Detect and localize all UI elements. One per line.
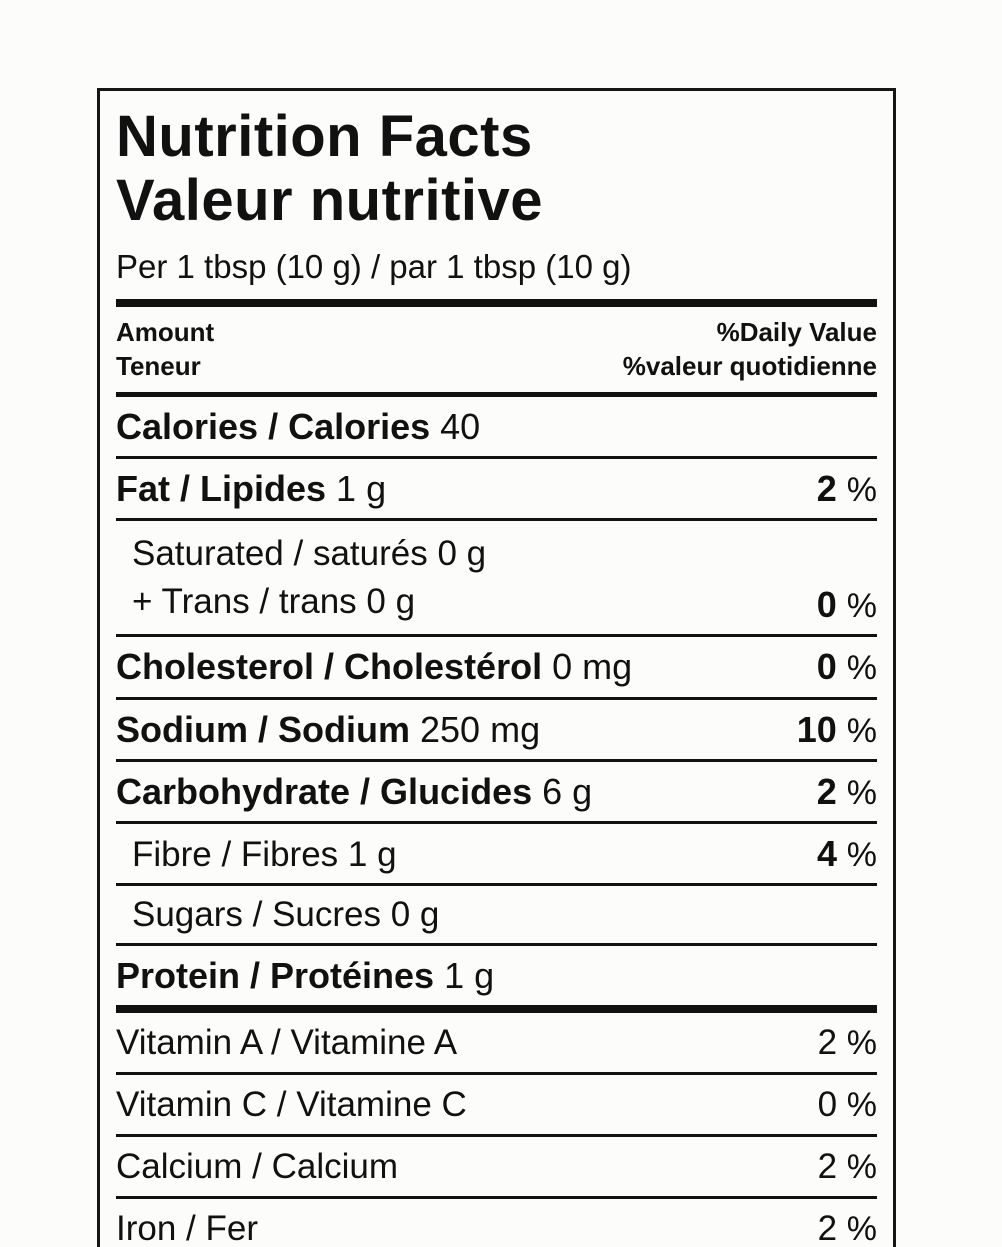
- nutrition-facts-label: Nutrition Facts Valeur nutritive Per 1 t…: [97, 88, 896, 1247]
- saturated-label: Saturated / saturés: [132, 533, 428, 573]
- sugars-label: Sugars / Sucres: [132, 895, 381, 934]
- percent-sign: %: [846, 1148, 877, 1187]
- saturated-line: Saturated / saturés 0 g: [132, 530, 486, 578]
- carbohydrate-text: Carbohydrate / Glucides 6 g: [116, 771, 592, 812]
- divider-medium-header: [116, 392, 877, 398]
- iron-label: Iron / Fer: [116, 1209, 258, 1247]
- cholesterol-label: Cholesterol / Cholestérol: [116, 646, 543, 688]
- amount-header-en: Amount: [116, 316, 215, 347]
- percent-sign: %: [846, 470, 877, 509]
- sugars-text: Sugars / Sucres 0 g: [116, 895, 439, 935]
- row-protein: Protein / Protéines 1 g: [116, 946, 877, 1004]
- fibre-text: Fibre / Fibres 1 g: [116, 835, 397, 875]
- protein-text: Protein / Protéines 1 g: [116, 955, 494, 996]
- row-calories: Calories / Calories 40: [116, 397, 877, 459]
- percent-sign: %: [846, 773, 877, 812]
- label-title-fr: Valeur nutritive: [116, 167, 544, 233]
- row-cholesterol: Cholesterol / Cholestérol 0 mg 0 %: [116, 637, 877, 700]
- carbohydrate-daily-value: 2 %: [816, 770, 877, 812]
- vitamin-a-label: Vitamin A / Vitamine A: [116, 1022, 458, 1062]
- carbohydrate-amount: 6 g: [542, 770, 593, 812]
- row-fat: Fat / Lipides 1 g 2 %: [116, 459, 877, 521]
- fat-label: Fat / Lipides: [116, 467, 327, 509]
- amount-header-fr: Teneur: [116, 350, 201, 381]
- fat-amount: 1 g: [336, 467, 387, 509]
- calories-value: 40: [440, 406, 481, 448]
- trans-label: + Trans / trans: [132, 582, 357, 622]
- trans-line: + Trans / trans 0 g: [132, 578, 486, 626]
- fibre-amount: 1 g: [347, 834, 397, 874]
- carbohydrate-label: Carbohydrate / Glucides: [116, 770, 533, 812]
- saturated-trans-daily-value: 0 %: [816, 584, 877, 626]
- percent-sign: %: [846, 649, 877, 688]
- cholesterol-text: Cholesterol / Cholestérol 0 mg: [116, 646, 632, 687]
- divider-thick-top: [116, 298, 877, 307]
- trans-amount: 0 g: [366, 582, 416, 622]
- calcium-daily-value: 2 %: [817, 1147, 877, 1187]
- percent-sign: %: [846, 1023, 877, 1062]
- calcium-label: Calcium / Calcium: [116, 1147, 398, 1187]
- fibre-label: Fibre / Fibres: [132, 834, 339, 874]
- row-fibre: Fibre / Fibres 1 g 4 %: [116, 824, 877, 886]
- protein-amount: 1 g: [444, 955, 495, 997]
- row-vitamin-c: Vitamin C / Vitamine C 0 %: [116, 1075, 877, 1138]
- sodium-text: Sodium / Sodium 250 mg: [116, 709, 540, 750]
- row-calcium: Calcium / Calcium 2 %: [116, 1137, 877, 1200]
- cholesterol-amount: 0 mg: [552, 646, 633, 688]
- row-sodium: Sodium / Sodium 250 mg 10 %: [116, 700, 877, 762]
- percent-sign: %: [846, 1085, 877, 1124]
- vitamin-c-daily-value: 0 %: [817, 1084, 877, 1124]
- saturated-trans-text: Saturated / saturés 0 g + Trans / trans …: [116, 530, 486, 627]
- percent-sign: %: [846, 587, 877, 626]
- fat-text: Fat / Lipides 1 g: [116, 468, 386, 509]
- daily-value-header: %Daily Value %valeur quotidienne: [623, 316, 877, 384]
- daily-value-header-fr: %valeur quotidienne: [622, 350, 877, 381]
- column-header-row: Amount Teneur %Daily Value %valeur quoti…: [116, 307, 877, 393]
- label-title-en: Nutrition Facts: [116, 104, 533, 169]
- row-sugars: Sugars / Sucres 0 g: [116, 886, 877, 947]
- serving-size: Per 1 tbsp (10 g) / par 1 tbsp (10 g): [116, 247, 632, 285]
- vitamin-a-daily-value: 2 %: [817, 1022, 877, 1062]
- calories-label: Calories / Calories: [116, 406, 431, 448]
- vitamin-c-label: Vitamin C / Vitamine C: [116, 1084, 467, 1124]
- sodium-daily-value: 10 %: [796, 708, 877, 750]
- fat-daily-value: 2 %: [816, 467, 877, 509]
- iron-daily-value: 2 %: [817, 1209, 877, 1247]
- saturated-amount: 0 g: [437, 533, 487, 573]
- sugars-amount: 0 g: [390, 895, 440, 934]
- sodium-label: Sodium / Sodium: [116, 708, 410, 750]
- divider-thick-protein: [116, 1004, 877, 1013]
- percent-sign: %: [846, 835, 877, 874]
- cholesterol-daily-value: 0 %: [816, 646, 877, 688]
- fibre-daily-value: 4 %: [817, 832, 877, 874]
- row-vitamin-a: Vitamin A / Vitamine A 2 %: [116, 1013, 877, 1075]
- daily-value-header-en: %Daily Value: [716, 316, 877, 347]
- calories-text: Calories / Calories 40: [116, 406, 480, 447]
- row-iron: Iron / Fer 2 %: [116, 1199, 877, 1247]
- sodium-amount: 250 mg: [420, 708, 541, 750]
- percent-sign: %: [846, 1210, 877, 1247]
- protein-label: Protein / Protéines: [116, 955, 435, 997]
- row-carbohydrate: Carbohydrate / Glucides 6 g 2 %: [116, 762, 877, 824]
- amount-header: Amount Teneur: [116, 316, 214, 384]
- row-saturated-trans: Saturated / saturés 0 g + Trans / trans …: [116, 521, 877, 638]
- percent-sign: %: [846, 711, 877, 750]
